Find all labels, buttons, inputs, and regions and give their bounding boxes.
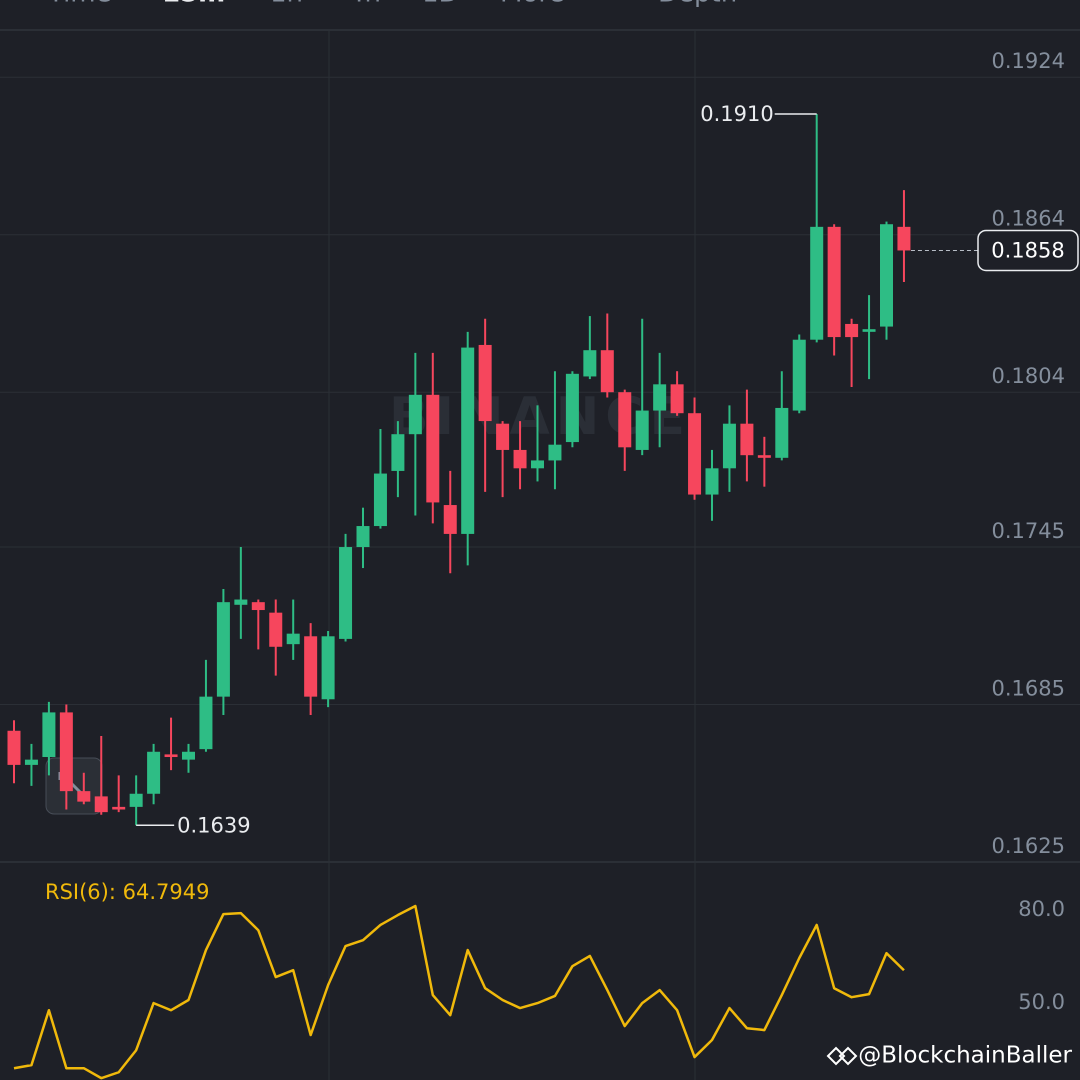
tab[interactable]: 4h — [348, 0, 381, 9]
candle-body — [199, 696, 213, 750]
candle-body — [478, 344, 492, 422]
candle-body — [216, 602, 230, 697]
candle-body — [531, 460, 544, 469]
candle-body — [635, 410, 649, 450]
plot: 0.1924 0.1864 0.1804 0.1745 0.1685 0.1625 0.19… — [0, 49, 1080, 1080]
candle-body — [565, 373, 579, 443]
candle-body — [24, 759, 38, 765]
candle-body — [600, 350, 614, 393]
candle-body — [373, 473, 387, 527]
candle-body — [251, 602, 265, 611]
candle-body — [583, 350, 597, 377]
candle-body — [182, 751, 195, 760]
last-price-label: 0.1858 — [991, 238, 1064, 262]
candle-body — [775, 407, 789, 458]
candle-body — [670, 384, 684, 414]
tab[interactable]: Depth — [658, 0, 737, 9]
candle-body — [722, 423, 736, 469]
candle-body — [705, 468, 719, 495]
candle-body — [164, 754, 178, 758]
candle-body — [269, 612, 283, 647]
candle-body — [897, 226, 911, 251]
candle-body — [112, 806, 126, 810]
last-price-box — [977, 229, 1079, 272]
candle-body — [757, 455, 771, 458]
candle-body — [810, 226, 824, 340]
tab[interactable]: Time — [47, 0, 112, 9]
candle-body — [391, 434, 405, 471]
y-tick-label: 0.1625 — [992, 834, 1065, 858]
candle-body — [880, 224, 893, 327]
candle-body — [286, 633, 300, 645]
y-tick-label: 0.1745 — [992, 519, 1065, 543]
y-tick-label: 80.0 — [1018, 897, 1065, 921]
candle-body — [548, 444, 562, 461]
candle-body — [339, 547, 353, 639]
candle-body — [461, 347, 475, 534]
candle-body — [94, 796, 108, 813]
candle-body — [845, 323, 859, 338]
candle-body — [77, 791, 91, 802]
candle-body — [827, 226, 841, 338]
candle-body — [408, 394, 422, 435]
y-tick-label: 50.0 — [1018, 990, 1065, 1014]
tab[interactable]: 1D — [422, 0, 459, 9]
rsi-label: RSI(6): 64.7949 — [45, 880, 209, 904]
tab[interactable]: 15m — [162, 0, 225, 9]
candle-body — [862, 329, 876, 332]
candle-body — [792, 339, 806, 411]
candle-body — [443, 505, 457, 534]
candle-body — [234, 599, 248, 605]
toolbar: Time 15m 1h 4h 1D More Depth — [47, 0, 737, 9]
candle-body — [7, 730, 21, 765]
y-tick-label: 0.1924 — [992, 49, 1065, 73]
candle-body — [304, 636, 318, 697]
candle-body — [496, 423, 510, 450]
candle-body — [740, 423, 754, 456]
credit-icon — [826, 1046, 858, 1066]
tab[interactable]: 1h — [270, 0, 303, 9]
candle-body — [513, 449, 527, 469]
low-label: 0.1639 — [177, 813, 250, 837]
rsi-line — [13, 904, 905, 1080]
credit: @BlockchainBaller — [858, 1043, 1072, 1069]
tab[interactable]: More — [500, 0, 564, 9]
candle-body — [321, 636, 335, 700]
candle-body — [129, 793, 143, 807]
high-label: 0.1910 — [700, 102, 773, 126]
candle-body — [356, 526, 370, 548]
candle-body — [618, 392, 632, 448]
candle-body — [147, 751, 161, 794]
y-tick-label: 0.1804 — [992, 364, 1065, 388]
candle-body — [42, 712, 56, 758]
y-tick-label: 0.1864 — [992, 207, 1065, 231]
y-tick-label: 0.1685 — [992, 677, 1065, 701]
candle-body — [59, 712, 73, 792]
candle-body — [688, 413, 702, 495]
candle-body — [426, 394, 440, 503]
candle-body — [653, 384, 667, 411]
